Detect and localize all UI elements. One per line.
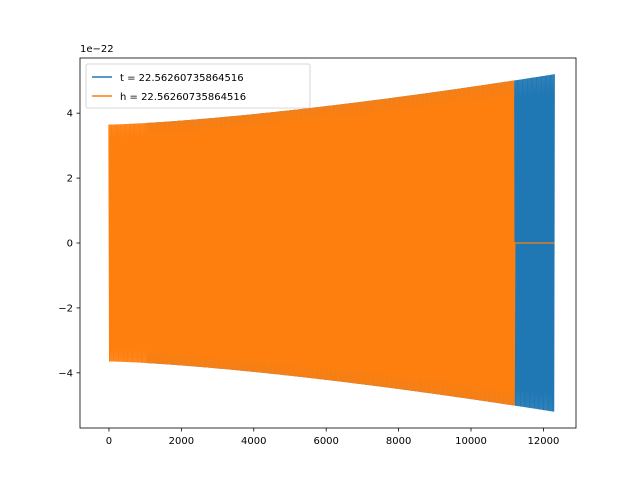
- y-tick-label: 4: [67, 109, 73, 120]
- x-tick-label: 6000: [313, 436, 338, 447]
- y-offset-text: 1e−22: [80, 44, 114, 55]
- y-tick-label: 0: [67, 239, 73, 250]
- series-line-1: [108, 80, 555, 406]
- y-axis: −4 −2 0 2 4: [58, 109, 80, 379]
- x-tick-label: 10000: [455, 436, 487, 447]
- x-tick-label: 0: [106, 436, 112, 447]
- legend-label-h: h = 22.56260735864516: [120, 92, 246, 103]
- x-tick-label: 2000: [169, 436, 194, 447]
- x-tick-label: 12000: [528, 436, 560, 447]
- x-tick-label: 8000: [386, 436, 411, 447]
- series-layer: [108, 74, 555, 412]
- legend-box: [85, 63, 311, 109]
- y-tick-label: −2: [58, 303, 73, 314]
- x-axis: 0 2000 4000 6000 8000 10000 12000: [106, 428, 560, 447]
- y-tick-label: −4: [58, 368, 73, 379]
- legend: t = 22.56260735864516 h = 22.56260735864…: [85, 63, 311, 109]
- legend-label-t: t = 22.56260735864516: [120, 73, 244, 84]
- x-tick-label: 4000: [241, 436, 266, 447]
- y-tick-label: 2: [67, 174, 73, 185]
